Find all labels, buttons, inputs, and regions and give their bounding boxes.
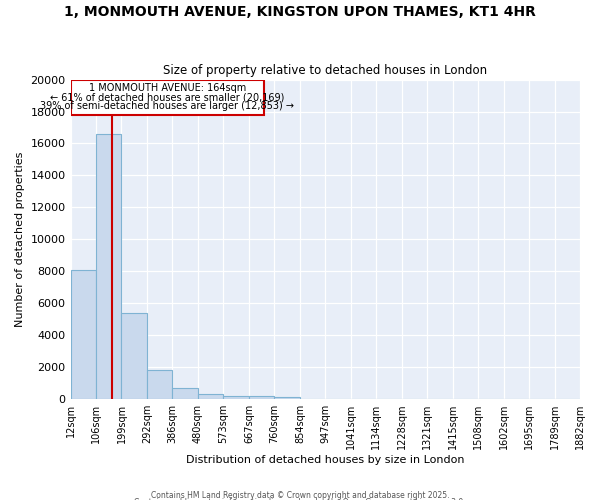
Text: ← 61% of detached houses are smaller (20,169): ← 61% of detached houses are smaller (20… — [50, 92, 284, 102]
Bar — [249, 396, 274, 399]
Bar — [147, 370, 172, 399]
Bar — [121, 313, 147, 399]
Text: 39% of semi-detached houses are larger (12,853) →: 39% of semi-detached houses are larger (… — [40, 101, 295, 111]
Bar — [71, 80, 264, 114]
Text: Contains HM Land Registry data © Crown copyright and database right 2025.: Contains HM Land Registry data © Crown c… — [151, 490, 449, 500]
Bar — [96, 134, 121, 399]
Text: 1 MONMOUTH AVENUE: 164sqm: 1 MONMOUTH AVENUE: 164sqm — [89, 84, 246, 94]
Text: 1, MONMOUTH AVENUE, KINGSTON UPON THAMES, KT1 4HR: 1, MONMOUTH AVENUE, KINGSTON UPON THAMES… — [64, 5, 536, 19]
X-axis label: Distribution of detached houses by size in London: Distribution of detached houses by size … — [186, 455, 464, 465]
Bar — [198, 394, 223, 399]
Bar — [223, 396, 249, 399]
Bar — [172, 388, 198, 399]
Title: Size of property relative to detached houses in London: Size of property relative to detached ho… — [163, 64, 487, 77]
Text: Contains public sector information licensed under the Open Government Licence v3: Contains public sector information licen… — [134, 498, 466, 500]
Y-axis label: Number of detached properties: Number of detached properties — [15, 152, 25, 327]
Bar — [274, 397, 300, 399]
Bar — [71, 270, 96, 399]
